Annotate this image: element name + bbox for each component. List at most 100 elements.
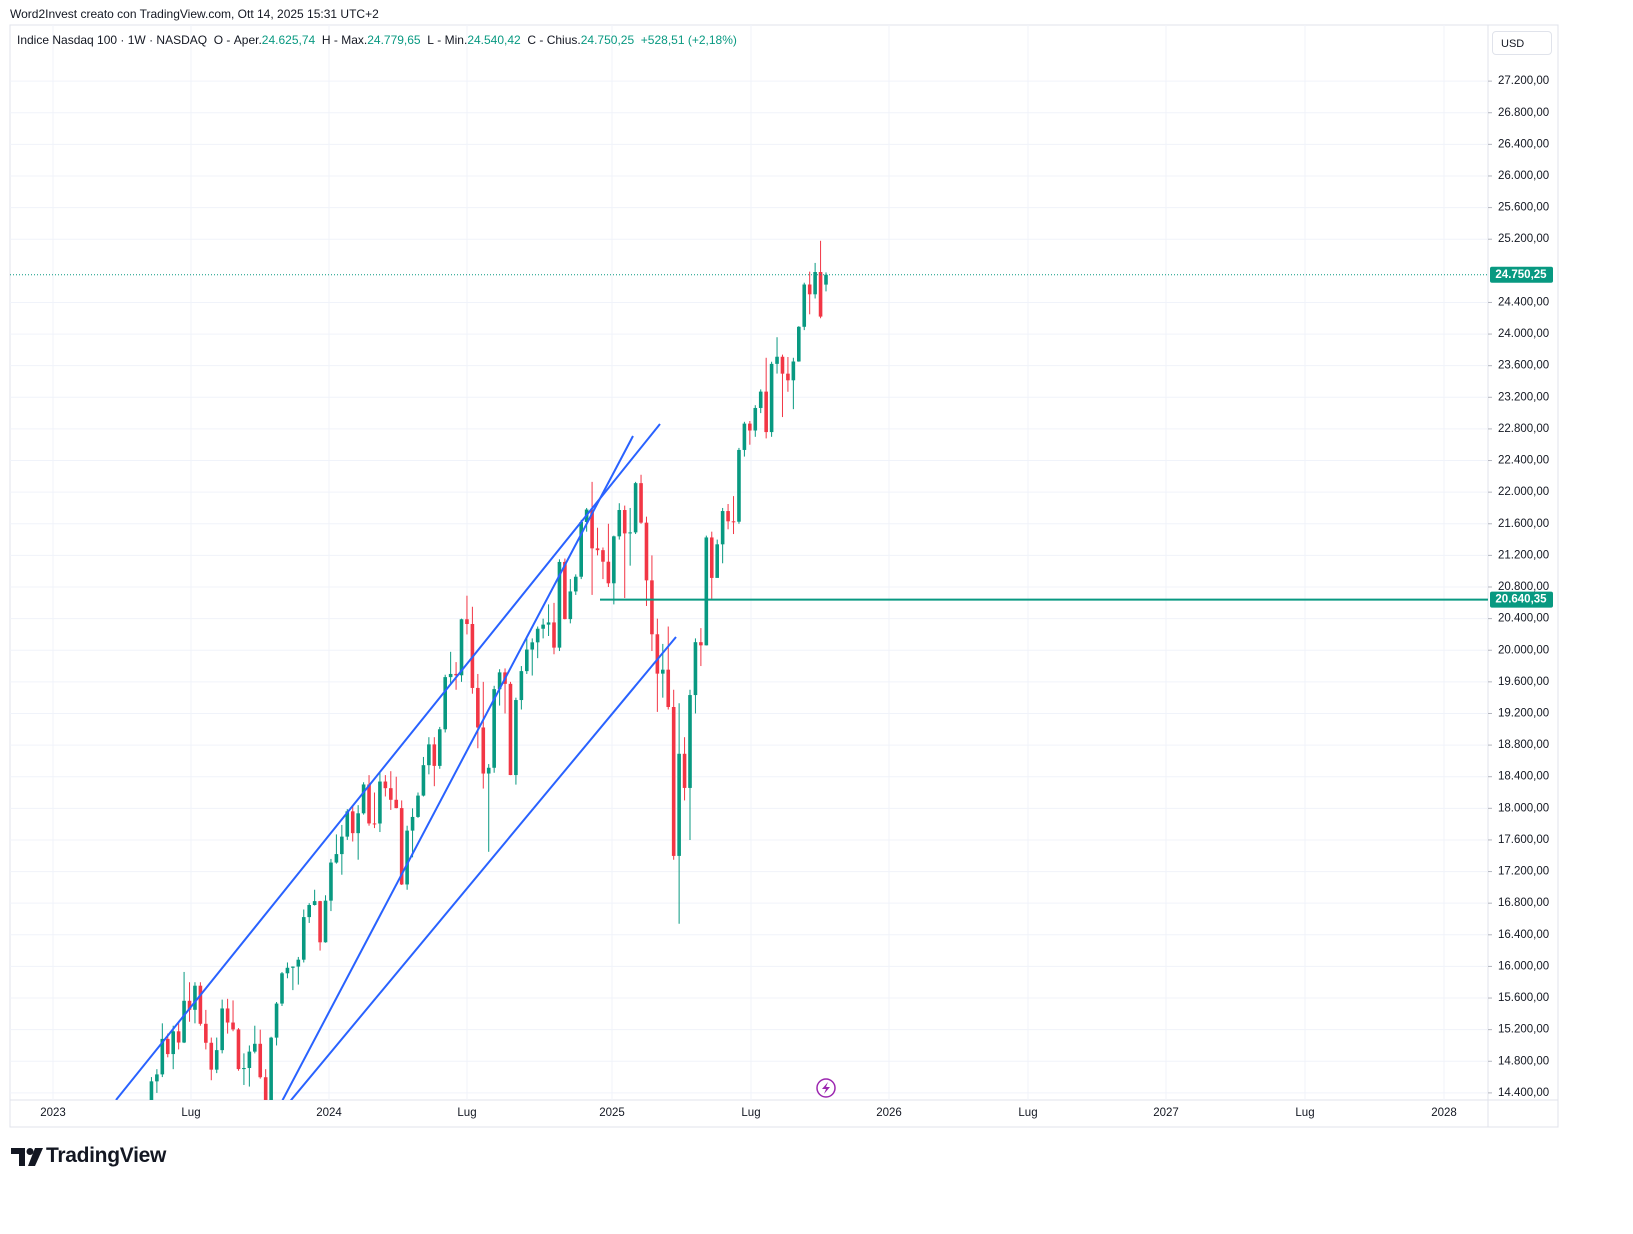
candle-body	[813, 272, 817, 295]
candle-body	[296, 959, 301, 967]
candle-body	[225, 1008, 230, 1023]
y-tick-label: 14.400,00	[1498, 1087, 1549, 1099]
candle-body	[410, 816, 415, 831]
candle-body	[563, 561, 567, 620]
y-tick-label: 24.000,00	[1498, 328, 1549, 340]
candle-body	[285, 967, 290, 974]
candle-body	[350, 811, 355, 834]
y-tick-label: 20.000,00	[1498, 644, 1549, 656]
candle-body	[715, 544, 719, 578]
candle-body	[552, 622, 556, 648]
candle-body	[633, 483, 638, 533]
legend-label: Min.	[444, 33, 468, 47]
candle-body	[622, 510, 627, 534]
y-tick-label: 23.200,00	[1498, 391, 1549, 403]
candle-body	[171, 1031, 175, 1055]
candle-body	[329, 862, 333, 901]
candle-body	[334, 854, 339, 863]
candle-body	[231, 1022, 235, 1030]
candle-body	[481, 727, 486, 774]
candle-body	[758, 391, 763, 408]
candle-body	[644, 522, 649, 581]
candle-body	[764, 391, 768, 433]
candle-body	[720, 511, 725, 545]
candle-body	[291, 966, 295, 968]
candle-body	[791, 361, 796, 381]
last-price-box	[1490, 266, 1553, 283]
candle-body	[454, 673, 458, 676]
legend: Indice Nasdaq 100 · 1W · NASDAQ O - Aper…	[17, 33, 737, 47]
candle-body	[416, 795, 420, 817]
currency-button[interactable]: USD	[1492, 31, 1552, 55]
candle-body	[149, 1081, 154, 1100]
candle-body	[612, 536, 616, 584]
candle-body	[253, 1043, 257, 1052]
y-tick-label: 18.000,00	[1498, 802, 1549, 814]
candle-body	[557, 561, 562, 648]
legend-key: L	[427, 33, 434, 47]
candle-body	[780, 356, 785, 374]
y-tick-label: 24.400,00	[1498, 296, 1549, 308]
candle-body	[775, 356, 779, 364]
y-tick-label: 25.200,00	[1498, 233, 1549, 245]
y-tick-label: 21.200,00	[1498, 549, 1549, 561]
candle-body	[639, 483, 643, 523]
candle-body	[372, 823, 377, 825]
candle-body	[655, 634, 660, 674]
y-tick-label: 26.000,00	[1498, 170, 1549, 182]
candle-body	[525, 649, 529, 672]
y-tick-label: 26.400,00	[1498, 138, 1549, 150]
grid	[10, 25, 1488, 1100]
overlay: 20.640,35 24.750,25	[10, 266, 1553, 608]
candle-body	[187, 1000, 192, 1010]
candle-body	[573, 576, 578, 592]
credit-text: Word2Invest creato con TradingView.com, …	[10, 7, 379, 21]
candle-body	[514, 700, 518, 776]
candle-body	[378, 781, 382, 824]
legend-label: Aper.	[233, 33, 262, 47]
y-tick-label: 19.600,00	[1498, 676, 1549, 688]
candle-body	[802, 284, 807, 327]
candle-body	[361, 784, 366, 814]
legend-label: Max.	[341, 33, 368, 47]
y-tick-label: 16.000,00	[1498, 960, 1549, 972]
candle-body	[682, 753, 687, 788]
y-tick-label: 19.200,00	[1498, 708, 1549, 720]
candle-body	[448, 673, 453, 678]
candle-body	[263, 1077, 268, 1100]
legend-change: +528,51 (+2,18%)	[640, 33, 737, 47]
candle-body	[209, 1042, 214, 1070]
candle-body	[677, 753, 681, 856]
candle-body	[709, 537, 714, 578]
candle-body	[688, 695, 692, 788]
candle-body	[432, 744, 437, 766]
candle-body	[182, 1000, 186, 1043]
candle-body	[753, 407, 758, 431]
y-tick-label: 18.800,00	[1498, 739, 1549, 751]
candle-body	[405, 830, 409, 885]
candle-body	[535, 628, 540, 643]
candle-body	[797, 326, 801, 362]
candle-body	[301, 917, 306, 960]
candle-body	[204, 1023, 208, 1043]
chart-frame	[9, 24, 1559, 1128]
candle-body	[421, 765, 426, 796]
y-tick-label: 27.200,00	[1498, 75, 1549, 87]
candle-body	[595, 548, 600, 551]
y-tick-label: 20.800,00	[1498, 581, 1549, 593]
y-tick-label: 17.200,00	[1498, 866, 1549, 878]
candle-body	[160, 1038, 165, 1075]
candle-body	[220, 1008, 224, 1051]
y-tick-label: 15.600,00	[1498, 992, 1549, 1004]
candle-body	[606, 561, 611, 584]
candle-body	[323, 900, 328, 943]
candle-body	[671, 706, 676, 856]
x-tick-label: 2028	[1431, 1107, 1457, 1119]
candle-body	[437, 729, 442, 766]
y-tick-label: 16.800,00	[1498, 897, 1549, 909]
candle-body	[176, 1031, 181, 1043]
candle-body	[165, 1038, 170, 1055]
y-tick-label: 16.400,00	[1498, 929, 1549, 941]
candle-body	[465, 619, 469, 624]
